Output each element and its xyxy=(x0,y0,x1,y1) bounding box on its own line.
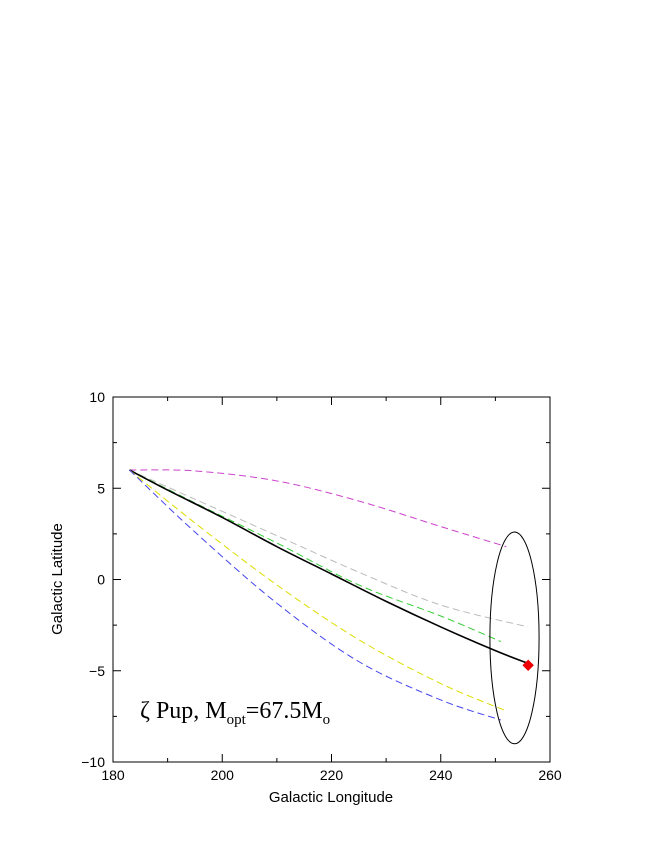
x-tick-label: 240 xyxy=(429,767,453,783)
trajectory-line-5 xyxy=(129,469,507,712)
trajectory-line-1 xyxy=(129,469,507,548)
annotation-label: ζ Pup, Mopt=67.5Mo xyxy=(140,698,330,728)
current-position-marker xyxy=(522,659,534,671)
x-tick-label: 260 xyxy=(538,767,562,783)
y-tick-label: −10 xyxy=(81,754,105,770)
y-tick-label: 0 xyxy=(97,572,105,588)
annotation-mass: =67.5M xyxy=(246,698,323,724)
annotation-sub-o: o xyxy=(323,712,331,728)
trajectory-line-2 xyxy=(129,469,529,628)
x-tick-label: 180 xyxy=(101,767,125,783)
y-axis-title: Galactic Latitude xyxy=(49,523,66,635)
x-tick-label: 220 xyxy=(320,767,344,783)
x-axis-title: Galactic Longitude xyxy=(269,789,393,806)
error-ellipse-group xyxy=(489,531,540,745)
y-tick-label: −5 xyxy=(89,663,105,679)
y-axis: 10 5 0 −5 −10 xyxy=(81,389,550,770)
trajectory-line-6 xyxy=(129,469,501,721)
x-tick-label: 200 xyxy=(211,767,235,783)
y-tick-label: 5 xyxy=(97,480,105,496)
annotation-sub-opt: opt xyxy=(227,712,247,728)
error-ellipse xyxy=(489,531,540,745)
y-tick-label: 10 xyxy=(89,389,105,405)
annotation-symbol: ζ xyxy=(140,698,150,724)
trajectory-line-3 xyxy=(129,469,502,643)
marker-group xyxy=(522,659,534,671)
annotation-star: Pup, M xyxy=(150,698,227,724)
x-axis: 180 200 220 240 260 xyxy=(101,397,562,783)
curve-group xyxy=(129,469,529,721)
trajectory-line-4 xyxy=(129,469,529,665)
